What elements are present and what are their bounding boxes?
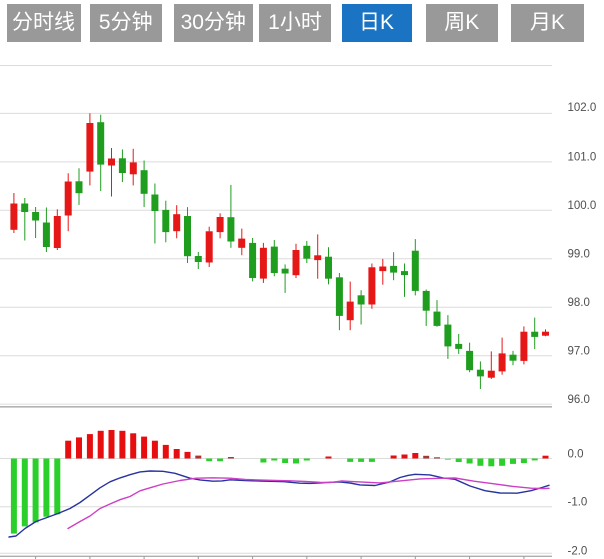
svg-text:-1.0: -1.0 <box>568 497 588 509</box>
svg-text:-2.0: -2.0 <box>568 545 588 557</box>
svg-text:100.0: 100.0 <box>568 200 597 212</box>
svg-text:99.0: 99.0 <box>568 249 590 261</box>
svg-text:97.0: 97.0 <box>568 346 590 358</box>
svg-text:98.0: 98.0 <box>568 297 590 309</box>
svg-text:96.0: 96.0 <box>568 394 590 406</box>
svg-text:101.0: 101.0 <box>568 152 597 164</box>
svg-text:0.0: 0.0 <box>568 448 584 460</box>
svg-text:102.0: 102.0 <box>568 102 597 114</box>
